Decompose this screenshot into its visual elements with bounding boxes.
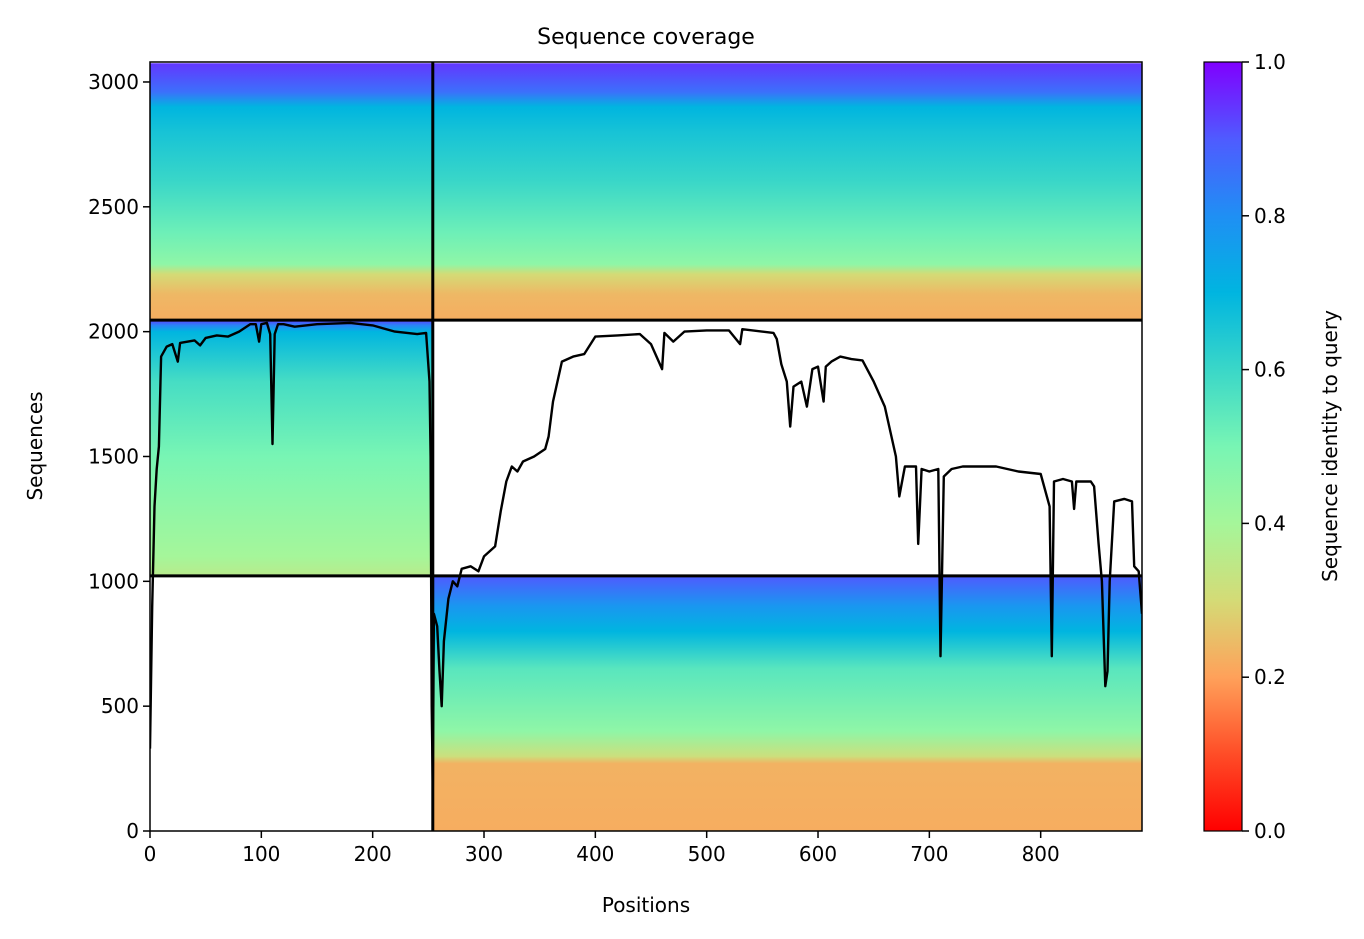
y-axis: 0 500 1000 1500 2000 2500 3000: [88, 70, 150, 843]
heatmap-block: [150, 320, 433, 576]
colorbar-tick-label: 0.0: [1254, 819, 1286, 843]
x-tick-label: 800: [1022, 842, 1060, 866]
colorbar-tick-label: 0.4: [1254, 511, 1286, 535]
y-tick-label: 0: [126, 819, 139, 843]
colorbar-tick-label: 0.2: [1254, 665, 1286, 689]
x-tick-label: 200: [354, 842, 392, 866]
colorbar-tick-label: 1.0: [1254, 50, 1286, 74]
chart-title: Sequence coverage: [537, 25, 755, 50]
x-axis-label: Positions: [602, 893, 690, 917]
colorbar: [1203, 61, 1243, 832]
colorbar-tick-label: 0.8: [1254, 204, 1286, 228]
x-tick-label: 700: [910, 842, 948, 866]
x-tick-label: 0: [144, 842, 157, 866]
heatmap-block: [432, 63, 1142, 321]
x-tick-label: 400: [576, 842, 614, 866]
x-tick-label: 300: [465, 842, 503, 866]
y-tick-label: 2500: [88, 195, 139, 219]
heatmap-block: [432, 575, 1142, 831]
colorbar-ticks: 0.0 0.2 0.4 0.6 0.8 1.0: [1242, 50, 1286, 843]
x-tick-label: 500: [688, 842, 726, 866]
y-tick-label: 3000: [88, 70, 139, 94]
heatmap-blocks: [150, 63, 1142, 831]
y-axis-label: Sequences: [23, 391, 47, 500]
x-tick-label: 600: [799, 842, 837, 866]
coverage-line: [150, 321, 1142, 790]
y-tick-label: 1000: [88, 569, 139, 593]
colorbar-tick-label: 0.6: [1254, 358, 1286, 382]
x-tick-label: 100: [242, 842, 280, 866]
colorbar-label: Sequence identity to query: [1318, 310, 1342, 582]
plot-frame: [149, 61, 1143, 832]
heatmap-block: [150, 63, 433, 321]
y-tick-label: 2000: [88, 320, 139, 344]
coverage-line-layer: [150, 321, 1142, 790]
x-axis: 0 100 200 300 400 500 600 700 800: [144, 831, 1060, 866]
y-tick-label: 1500: [88, 444, 139, 468]
y-tick-label: 500: [101, 694, 139, 718]
